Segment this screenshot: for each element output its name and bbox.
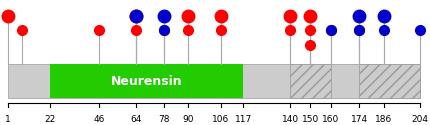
FancyBboxPatch shape: [359, 64, 420, 98]
FancyBboxPatch shape: [290, 64, 331, 98]
Text: 90: 90: [183, 115, 194, 124]
Text: 64: 64: [130, 115, 141, 124]
Text: 140: 140: [282, 115, 298, 124]
Text: 22: 22: [45, 115, 56, 124]
Text: 78: 78: [158, 115, 170, 124]
Text: 46: 46: [93, 115, 105, 124]
FancyBboxPatch shape: [50, 64, 243, 98]
Text: 117: 117: [235, 115, 252, 124]
Text: 106: 106: [212, 115, 230, 124]
Text: 186: 186: [375, 115, 392, 124]
Text: Neurensin: Neurensin: [111, 75, 183, 88]
Text: 174: 174: [350, 115, 368, 124]
Text: 204: 204: [412, 115, 429, 124]
Text: 160: 160: [322, 115, 339, 124]
FancyBboxPatch shape: [8, 64, 420, 98]
Text: 1: 1: [5, 115, 10, 124]
Text: 150: 150: [302, 115, 319, 124]
